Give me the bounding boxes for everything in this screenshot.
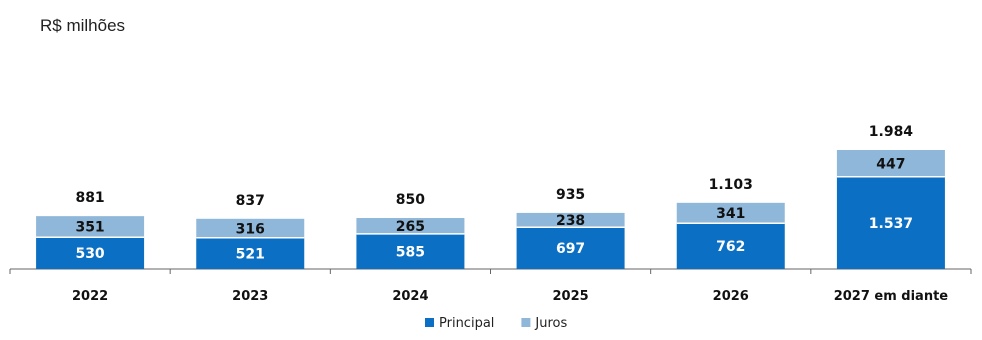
unit-label: R$ milhões [40, 16, 126, 35]
bar-principal-2026 [676, 223, 785, 269]
data-label-juros: 341 [716, 206, 745, 222]
data-label-juros: 316 [236, 221, 265, 237]
bar-principal-2027-em-diante [836, 176, 945, 269]
bar-juros-2025 [516, 212, 625, 228]
bar-principal-2024 [356, 233, 465, 269]
bar-principal-2023 [196, 237, 305, 269]
data-label-principal: 762 [716, 239, 745, 255]
data-label-principal: 1.537 [869, 216, 913, 232]
category-label: 2024 [392, 289, 428, 304]
bar-juros-2022 [36, 216, 145, 238]
legend-swatch-juros [521, 318, 531, 327]
bar-juros-2026 [676, 202, 785, 224]
data-label-total: 1.984 [869, 124, 914, 140]
legend-label-principal: Principal [439, 316, 494, 331]
bar-juros-2023 [196, 218, 305, 238]
data-label-total: 1.103 [709, 177, 753, 193]
category-label: 2025 [552, 289, 588, 304]
data-label-juros: 265 [396, 219, 425, 235]
category-label: 2027 em diante [834, 289, 949, 304]
data-label-principal: 585 [396, 244, 425, 260]
data-label-principal: 530 [75, 246, 104, 262]
legend-label-juros: Juros [534, 316, 567, 331]
category-label: 2023 [232, 289, 268, 304]
data-label-total: 837 [236, 193, 265, 209]
data-label-principal: 521 [236, 246, 265, 262]
category-label: 2026 [713, 289, 749, 304]
data-label-total: 850 [396, 192, 425, 208]
data-label-juros: 238 [556, 213, 585, 229]
data-label-principal: 697 [556, 241, 585, 257]
data-label-juros: 447 [876, 156, 905, 172]
category-label: 2022 [72, 289, 108, 304]
data-label-total: 881 [75, 190, 104, 206]
legend-swatch-principal [425, 318, 434, 327]
data-label-juros: 351 [75, 220, 104, 236]
bar-principal-2025 [516, 227, 625, 269]
bar-juros-2027-em-diante [836, 150, 945, 177]
data-label-total: 935 [556, 187, 585, 203]
bar-principal-2022 [36, 237, 145, 269]
bar-juros-2024 [356, 218, 465, 234]
